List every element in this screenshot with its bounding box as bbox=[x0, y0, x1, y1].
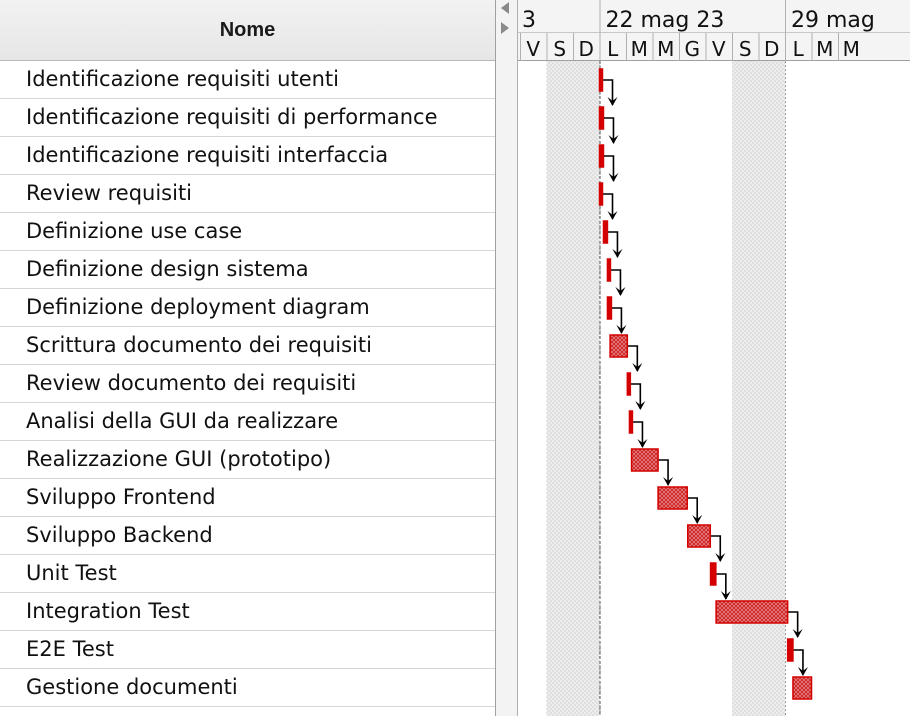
dependency-arrow bbox=[632, 421, 648, 448]
task-row[interactable]: Realizzazione GUI (prototipo) bbox=[0, 441, 495, 479]
task-row[interactable]: Identificazione requisiti di performance bbox=[0, 99, 495, 137]
day-label: G bbox=[685, 37, 701, 61]
day-label: M bbox=[631, 37, 648, 61]
task-table: Nome Identificazione requisiti utenti Ide… bbox=[0, 0, 496, 716]
task-bar[interactable] bbox=[709, 562, 717, 586]
task-row[interactable]: Gestione documenti bbox=[0, 669, 495, 707]
dependency-arrow bbox=[611, 307, 627, 334]
dependency-arrow bbox=[687, 497, 703, 524]
task-row[interactable]: Review requisiti bbox=[0, 175, 495, 213]
task-bar[interactable] bbox=[657, 486, 688, 510]
task-row[interactable]: Identificazione requisiti interfaccia bbox=[0, 137, 495, 175]
day-label: D bbox=[579, 37, 594, 61]
day-label: V bbox=[526, 37, 540, 61]
task-row[interactable]: E2E Test bbox=[0, 631, 495, 669]
splitter-bar[interactable] bbox=[496, 0, 518, 716]
task-bar[interactable] bbox=[626, 372, 632, 396]
task-row[interactable]: Identificazione requisiti utenti bbox=[0, 61, 495, 99]
dependency-arrow bbox=[792, 649, 808, 676]
collapse-left-icon[interactable] bbox=[501, 2, 509, 14]
task-row[interactable]: Analisi della GUI da realizzare bbox=[0, 403, 495, 441]
task-bar[interactable] bbox=[792, 676, 813, 700]
dependency-arrow bbox=[630, 383, 646, 410]
day-label: L bbox=[793, 37, 805, 61]
task-bar[interactable] bbox=[602, 220, 609, 244]
task-bar[interactable] bbox=[598, 68, 604, 92]
dependency-arrow bbox=[603, 117, 619, 144]
dependency-arrow bbox=[658, 459, 674, 486]
dependency-arrow bbox=[603, 155, 619, 182]
task-bar[interactable] bbox=[609, 334, 629, 358]
task-bar[interactable] bbox=[598, 106, 605, 130]
task-row[interactable]: Scrittura documento dei requisiti bbox=[0, 327, 495, 365]
day-label: S bbox=[553, 37, 566, 61]
task-bar[interactable] bbox=[598, 182, 604, 206]
gantt-chart: V S D L M M G V S D L M M 3 22 mag 23 29 mag bbox=[518, 0, 910, 716]
day-label: M bbox=[843, 37, 860, 61]
day-label: L bbox=[607, 37, 619, 61]
week-label: 3 bbox=[522, 8, 536, 33]
dependency-arrow bbox=[602, 79, 618, 106]
weekend-shade bbox=[573, 61, 600, 716]
day-label: M bbox=[816, 37, 833, 61]
task-row[interactable]: Definizione design sistema bbox=[0, 251, 495, 289]
task-list: Identificazione requisiti utenti Identifi… bbox=[0, 61, 495, 707]
task-bar[interactable] bbox=[606, 258, 612, 282]
weekend-shade bbox=[546, 61, 573, 716]
day-label: S bbox=[739, 37, 752, 61]
dependency-arrow bbox=[715, 573, 731, 600]
task-bar[interactable] bbox=[628, 410, 634, 434]
day-label: V bbox=[712, 37, 726, 61]
gantt-canvas: V S D L M M G V S D L M M3 22 mag 23 29 mag bbox=[518, 0, 910, 716]
dependency-arrow bbox=[610, 269, 626, 296]
timeline-header bbox=[518, 0, 910, 61]
task-row[interactable]: Integration Test bbox=[0, 593, 495, 631]
day-label: D bbox=[764, 37, 779, 61]
task-row[interactable]: Sviluppo Backend bbox=[0, 517, 495, 555]
dependency-arrow bbox=[607, 231, 623, 258]
week-label: 29 mag bbox=[791, 8, 875, 33]
task-row[interactable]: Sviluppo Frontend bbox=[0, 479, 495, 517]
task-bar[interactable] bbox=[786, 638, 794, 662]
week-label: 22 mag 23 bbox=[606, 8, 725, 33]
dependency-arrow bbox=[627, 345, 643, 372]
day-label: M bbox=[657, 37, 674, 61]
task-row[interactable]: Definizione use case bbox=[0, 213, 495, 251]
task-row[interactable]: Unit Test bbox=[0, 555, 495, 593]
dependency-arrow bbox=[710, 535, 726, 562]
task-bar[interactable] bbox=[598, 144, 605, 168]
task-bar[interactable] bbox=[715, 600, 789, 624]
task-bar[interactable] bbox=[630, 448, 659, 472]
dependency-arrow bbox=[787, 611, 803, 638]
task-row[interactable]: Definizione deployment diagram bbox=[0, 289, 495, 327]
column-header-nome[interactable]: Nome bbox=[0, 0, 495, 61]
dependency-arrow bbox=[602, 193, 618, 220]
task-row[interactable]: Review documento dei requisiti bbox=[0, 365, 495, 403]
task-bar[interactable] bbox=[606, 296, 613, 320]
task-bar[interactable] bbox=[686, 524, 712, 548]
expand-right-icon[interactable] bbox=[501, 22, 509, 34]
